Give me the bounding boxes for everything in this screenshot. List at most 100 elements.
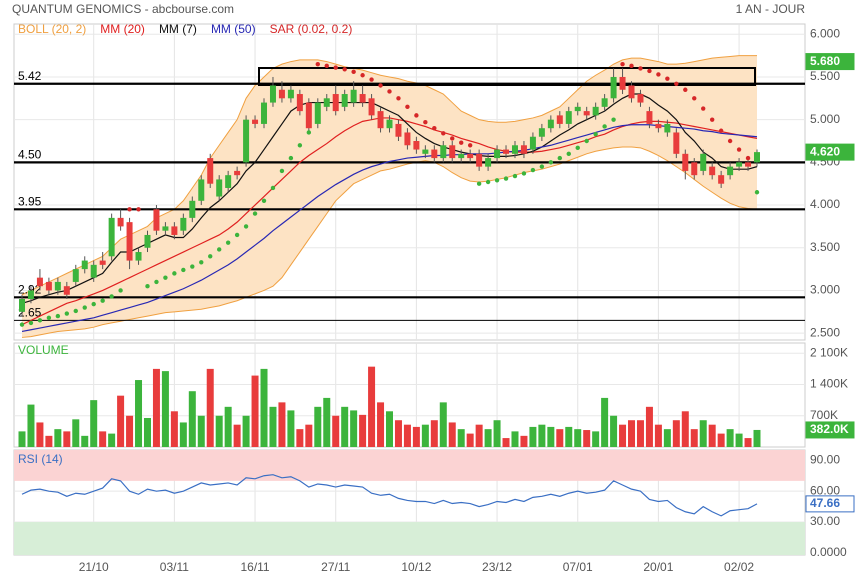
- volume-bar: [645, 406, 653, 447]
- candle-body: [171, 226, 178, 235]
- legend-entry: MM (7): [159, 22, 197, 36]
- value-tag-label: 4.620: [810, 144, 840, 158]
- value-tag-label: 47.66: [810, 496, 840, 510]
- sar-dot: [459, 140, 464, 145]
- candle-body: [368, 98, 375, 116]
- candle-body: [243, 119, 250, 163]
- candle-body: [538, 128, 545, 137]
- legend-entry: BOLL (20, 2): [18, 22, 86, 36]
- sar-dot: [656, 72, 661, 77]
- volume-bar: [412, 426, 420, 447]
- volume-bar: [45, 435, 53, 447]
- volume-bar: [242, 415, 250, 447]
- volume-bar: [81, 435, 89, 447]
- candle-body: [269, 85, 276, 103]
- volume-bar: [610, 415, 618, 447]
- volume-bar: [197, 415, 205, 447]
- y-tick-label: 3.500: [810, 240, 840, 254]
- candle-body: [252, 119, 259, 124]
- candle-body: [225, 175, 232, 188]
- panel-title: VOLUME: [18, 343, 69, 357]
- candle-body: [144, 234, 151, 248]
- sar-dot: [333, 65, 338, 70]
- sar-dot: [414, 113, 419, 118]
- volume-bar: [457, 429, 465, 447]
- sar-dot: [181, 267, 186, 273]
- sar-dot: [324, 63, 329, 69]
- sar-dot: [37, 318, 43, 323]
- volume-bar: [529, 426, 537, 447]
- sar-dot: [199, 260, 204, 265]
- sar-dot: [638, 66, 643, 71]
- candle-body: [305, 102, 312, 129]
- sar-dot: [566, 151, 571, 157]
- sar-dot: [441, 131, 446, 136]
- sar-dot: [172, 271, 177, 276]
- value-tag-label: 382.0K: [810, 422, 849, 436]
- volume-bar: [350, 410, 358, 447]
- sar-dot: [432, 125, 437, 131]
- y-tick-label: 30.00: [810, 514, 840, 528]
- sar-dot: [315, 61, 320, 67]
- x-tick-label: 16/11: [240, 560, 269, 574]
- candle-body: [583, 111, 590, 116]
- volume-bar: [726, 429, 734, 447]
- rsi-line: [21, 474, 758, 517]
- volume-bar: [583, 430, 591, 447]
- candle-body: [610, 76, 617, 99]
- candle-body: [314, 102, 321, 124]
- boll-band: [22, 55, 757, 338]
- volume-bar: [484, 429, 492, 447]
- volume-bar: [601, 397, 609, 447]
- volume-bar: [206, 368, 214, 447]
- candle-body: [180, 217, 187, 231]
- candle-body: [467, 153, 474, 159]
- sar-dot: [620, 61, 625, 67]
- y-tick-label: 700K: [810, 408, 838, 422]
- sar-dot: [127, 207, 132, 212]
- volume-bar: [574, 429, 582, 447]
- sar-dot: [557, 155, 563, 161]
- sar-dot: [55, 313, 61, 319]
- sar-dot: [369, 77, 374, 82]
- candle-body: [664, 123, 671, 133]
- candle-body: [745, 162, 752, 167]
- value-tag: [805, 421, 855, 439]
- candle-body: [503, 149, 510, 154]
- candle-body: [718, 175, 725, 184]
- volume-bar: [152, 368, 160, 447]
- volume-bar: [654, 424, 662, 447]
- x-tick-label: 27/11: [321, 560, 350, 574]
- sar-dot: [521, 171, 527, 176]
- sar-dot: [252, 211, 258, 216]
- volume-bar: [565, 426, 573, 447]
- volume-bar: [18, 431, 26, 447]
- legend-entry: MM (20): [100, 22, 145, 36]
- candle-body: [727, 166, 734, 176]
- sar-dot: [208, 254, 213, 259]
- candle-body: [36, 277, 43, 287]
- value-tag: [805, 143, 855, 161]
- volume-bar: [251, 375, 259, 447]
- candle-body: [628, 85, 635, 99]
- volume-bar: [386, 411, 393, 447]
- volume-bar: [502, 438, 510, 447]
- candle-body: [19, 299, 25, 312]
- volume-bar: [439, 402, 447, 447]
- sar-dot: [396, 96, 401, 101]
- candle-body: [601, 98, 608, 107]
- candle-body: [449, 145, 456, 159]
- sar-dot: [494, 178, 500, 183]
- candle-body: [754, 152, 760, 163]
- candle-body: [565, 111, 572, 124]
- sar-dot: [683, 87, 688, 92]
- candle-body: [458, 153, 465, 159]
- candle-body: [359, 94, 366, 103]
- sar-dot: [512, 173, 518, 179]
- sar-dot: [736, 147, 742, 152]
- y-tick-label: 5.000: [810, 112, 840, 126]
- volume-bar: [179, 422, 187, 447]
- sar-dot: [297, 143, 303, 148]
- volume-bar: [341, 406, 349, 447]
- sar-dot: [548, 160, 554, 165]
